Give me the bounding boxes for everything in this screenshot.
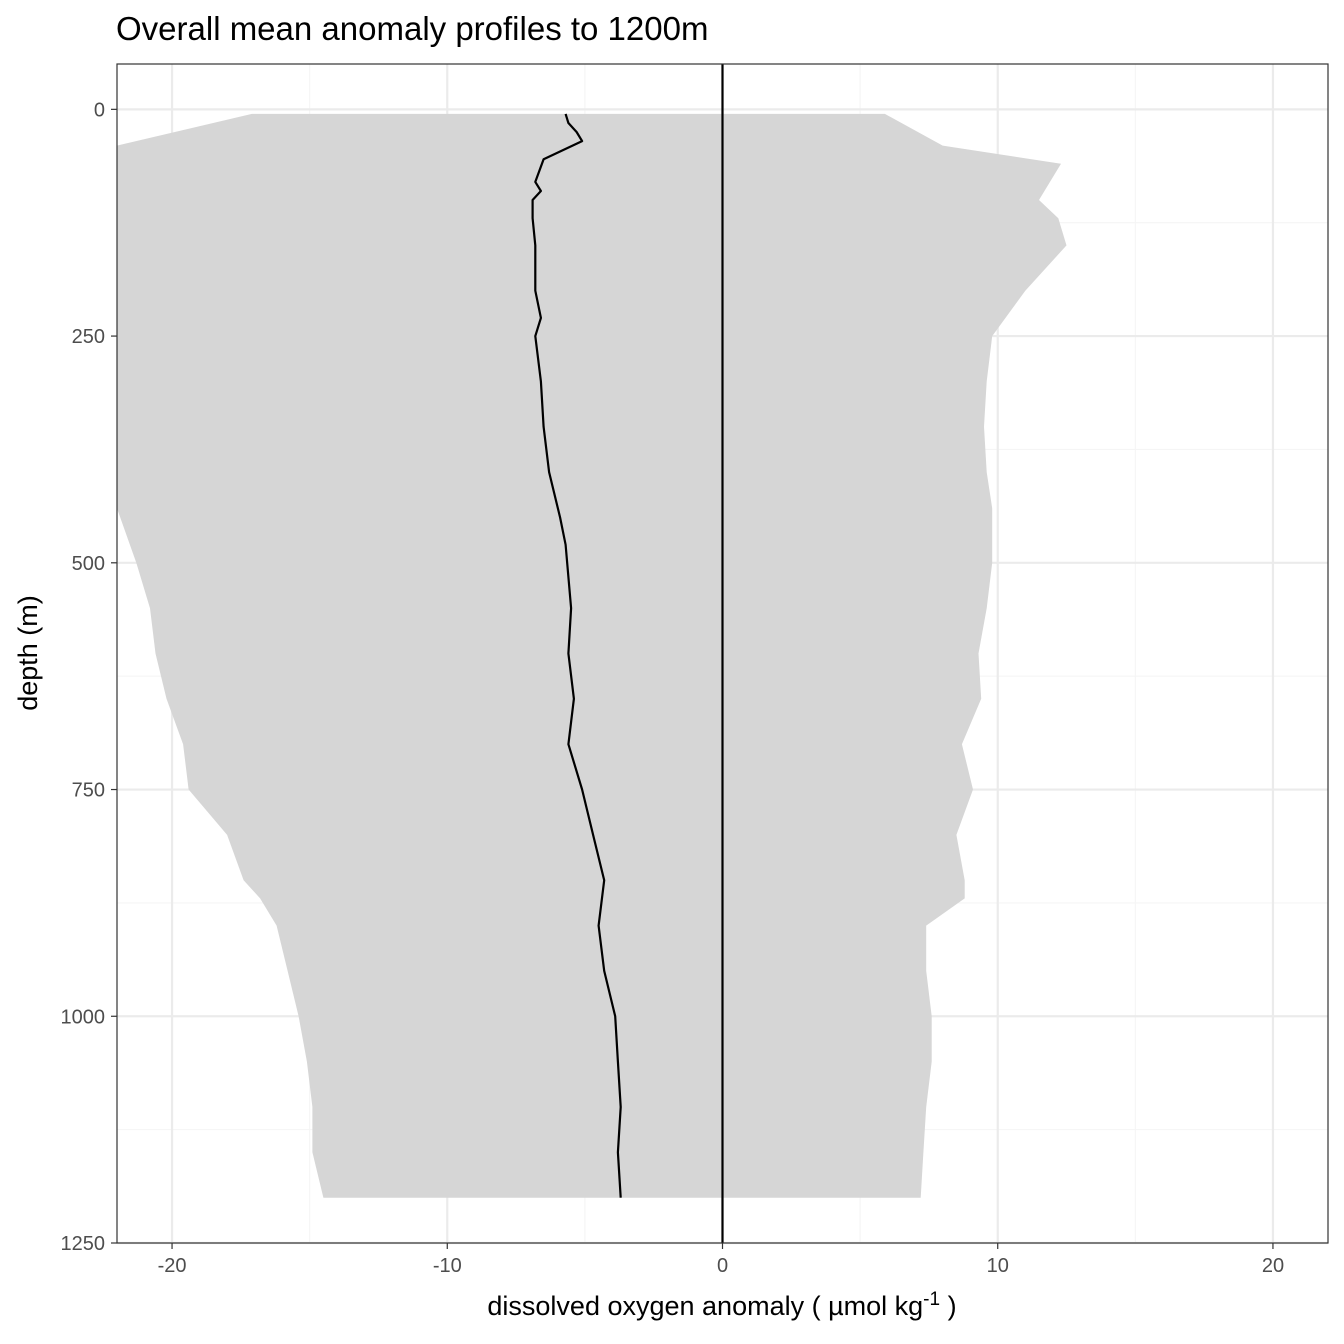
x-tick-label: 20	[1262, 1255, 1284, 1277]
plot-panel	[116, 63, 1329, 1245]
y-tick-label: 1000	[61, 1006, 106, 1028]
y-tick-label: 250	[72, 326, 105, 348]
chart-title: Overall mean anomaly profiles to 1200m	[116, 10, 708, 47]
y-tick-label: 500	[72, 553, 105, 575]
x-tick-label: 0	[717, 1255, 728, 1277]
x-axis-title-suffix: )	[940, 1291, 957, 1321]
y-tick-label: 0	[94, 99, 105, 121]
x-axis-title-main: dissolved oxygen anomaly ( µmol kg	[487, 1291, 923, 1321]
x-tick-label: -10	[433, 1255, 462, 1277]
series-layer	[117, 64, 1067, 1243]
x-tick-label: -20	[158, 1255, 187, 1277]
x-axis-title: dissolved oxygen anomaly ( µmol kg-1 )	[487, 1289, 956, 1321]
x-axis: -20 -10 0 10 20	[158, 1243, 1284, 1277]
y-axis-title: depth (m)	[13, 595, 43, 711]
mean-anomaly-line	[531, 113, 622, 1198]
y-tick-label: 750	[72, 780, 105, 802]
y-tick-label: 1250	[61, 1233, 106, 1255]
y-axis: 0 250 500 750 1000 1250	[61, 99, 117, 1255]
x-tick-label: 10	[987, 1255, 1009, 1277]
x-axis-title-superscript: -1	[923, 1289, 940, 1310]
anomaly-range-band	[117, 113, 1067, 1198]
